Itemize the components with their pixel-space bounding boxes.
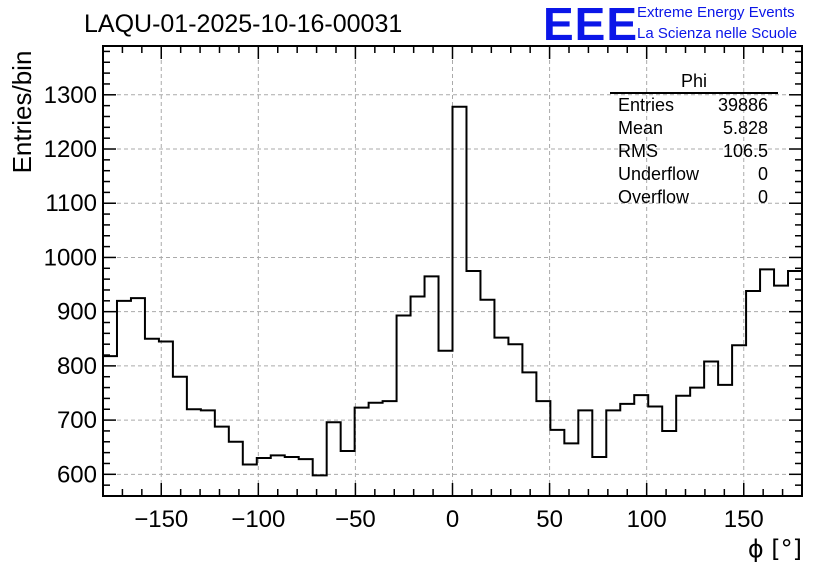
stats-box-title: Phi [610,70,778,94]
stats-label: Underflow [618,164,700,184]
brand-line-1: Extreme Energy Events [637,4,795,21]
x-tick-label: 100 [627,506,667,533]
y-tick-label: 1200 [44,136,97,163]
stats-row-underflow: Underflow 0 [610,163,780,186]
brand-line-2: La Scienza nelle Scuole [637,25,798,42]
y-axis-label: Entries/bin [7,51,37,174]
stats-row-rms: RMS 106.5 [610,140,780,163]
chart-title: LAQU-01-2025-10-16-00031 [84,10,403,38]
y-tick-label: 900 [57,299,97,326]
stats-value: 0 [757,164,768,184]
x-tick-label: 0 [446,506,459,533]
y-tick-label: 1000 [44,244,97,271]
stats-label: RMS [618,141,658,161]
stats-value: 39886 [717,95,768,115]
stats-row-overflow: Overflow 0 [610,186,780,209]
stats-label: Entries [618,95,675,115]
x-tick-label: 50 [536,506,563,533]
y-tick-label: 600 [57,461,97,488]
y-tick-label: 700 [57,407,97,434]
stats-value: 106.5 [722,141,768,161]
stats-row-entries: Entries 39886 [610,94,780,117]
y-tick-label: 1100 [45,190,97,217]
stats-box: Phi Entries 39886 Mean 5.828 RMS 106.5 U… [610,70,780,209]
x-axis: −150 −100 −50 0 50 100 150 [102,46,803,533]
stats-value: 5.828 [722,118,768,138]
eee-logo: EEE [543,0,639,50]
stats-label: Mean [618,118,664,138]
x-tick-label: 150 [724,506,764,533]
x-axis-label: ϕ [°] [748,535,802,563]
y-tick-label: 800 [57,353,97,380]
histogram-line [103,105,802,477]
stats-row-mean: Mean 5.828 [610,117,780,140]
x-tick-label: −100 [231,506,285,533]
y-axis: 600 700 800 900 1000 1100 1200 1300 [44,50,802,488]
x-tick-label: −150 [134,506,188,533]
stats-label: Overflow [618,187,690,207]
x-tick-label: −50 [335,506,376,533]
y-tick-label: 1300 [44,82,97,109]
stats-value: 0 [757,187,768,207]
